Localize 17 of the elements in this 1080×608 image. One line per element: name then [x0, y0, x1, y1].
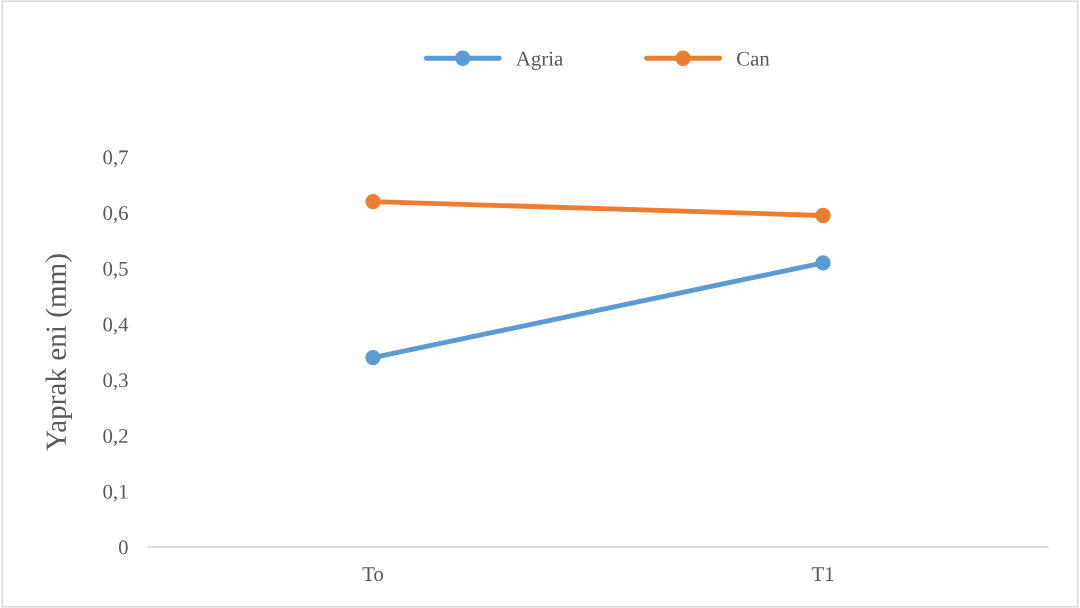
x-tick-label: To: [362, 567, 384, 582]
y-tick-label: 0,3: [103, 373, 128, 391]
x-tick-label: T1: [811, 567, 834, 581]
y-tick-label: 0,7: [103, 150, 128, 168]
y-tick-label: 0,1: [103, 484, 128, 502]
y-axis-title: Yaprak eni (mm): [45, 254, 72, 451]
y-tick-label: 0: [118, 540, 128, 555]
legend-label: Agria: [516, 51, 563, 71]
y-tick-label: 0,4: [103, 317, 129, 335]
legend-label: Can: [737, 51, 770, 66]
y-tick-label: 0,2: [103, 428, 128, 446]
y-tick-label: 0,5: [103, 261, 128, 279]
y-tick-label: 0,6: [103, 206, 128, 224]
point: [365, 193, 381, 210]
point: [815, 255, 831, 271]
point: [365, 349, 381, 366]
point: [815, 207, 831, 224]
